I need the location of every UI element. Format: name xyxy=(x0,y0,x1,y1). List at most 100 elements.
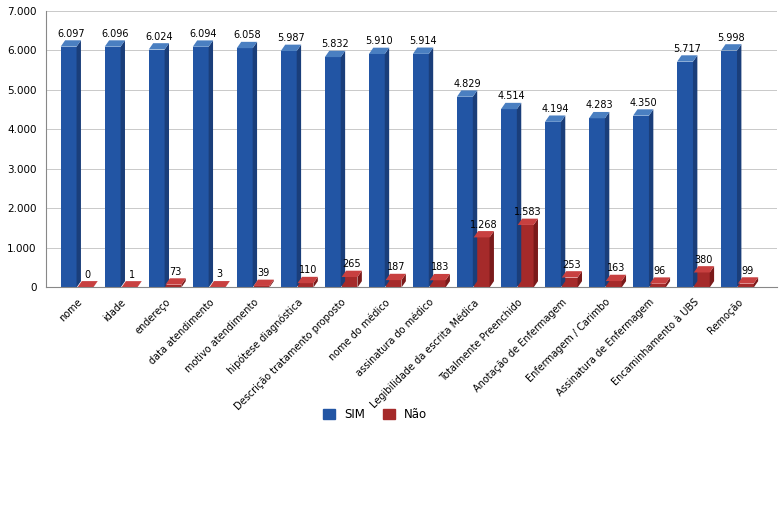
Text: 1: 1 xyxy=(129,269,135,279)
Polygon shape xyxy=(694,266,714,272)
Polygon shape xyxy=(517,218,538,225)
Polygon shape xyxy=(281,45,301,51)
Polygon shape xyxy=(314,277,318,288)
Text: 96: 96 xyxy=(654,266,666,276)
Polygon shape xyxy=(149,49,165,288)
Text: 5.910: 5.910 xyxy=(365,36,393,46)
Polygon shape xyxy=(341,51,345,288)
Text: 4.829: 4.829 xyxy=(453,79,481,89)
Text: 4.350: 4.350 xyxy=(630,98,657,108)
Polygon shape xyxy=(650,284,666,288)
Text: 380: 380 xyxy=(695,255,713,265)
Polygon shape xyxy=(401,274,406,288)
Polygon shape xyxy=(165,43,169,288)
Polygon shape xyxy=(606,275,626,281)
Polygon shape xyxy=(430,274,450,280)
Polygon shape xyxy=(121,40,125,288)
Text: 6.094: 6.094 xyxy=(189,29,216,39)
Polygon shape xyxy=(677,61,693,288)
Text: 183: 183 xyxy=(430,262,449,272)
Polygon shape xyxy=(545,122,561,288)
Polygon shape xyxy=(649,109,653,288)
Polygon shape xyxy=(93,281,98,288)
Text: 39: 39 xyxy=(258,268,270,278)
Text: 253: 253 xyxy=(563,259,581,270)
Polygon shape xyxy=(517,103,521,288)
Polygon shape xyxy=(562,271,582,278)
Polygon shape xyxy=(137,281,142,288)
Polygon shape xyxy=(589,118,605,288)
Polygon shape xyxy=(253,280,274,286)
Polygon shape xyxy=(430,280,445,288)
Text: 4.194: 4.194 xyxy=(542,104,569,114)
Polygon shape xyxy=(298,283,314,288)
Polygon shape xyxy=(209,40,213,288)
Legend: SIM, Não: SIM, Não xyxy=(318,403,432,425)
Polygon shape xyxy=(606,281,622,288)
Polygon shape xyxy=(578,271,582,288)
Polygon shape xyxy=(77,40,81,288)
Polygon shape xyxy=(298,277,318,283)
Polygon shape xyxy=(413,48,434,54)
Polygon shape xyxy=(693,55,697,288)
Text: 110: 110 xyxy=(299,265,317,275)
Polygon shape xyxy=(633,109,653,116)
Polygon shape xyxy=(622,275,626,288)
Polygon shape xyxy=(753,277,758,288)
Text: 265: 265 xyxy=(343,259,361,269)
Polygon shape xyxy=(386,280,401,288)
Polygon shape xyxy=(358,271,362,288)
Polygon shape xyxy=(738,284,753,288)
Polygon shape xyxy=(193,40,213,47)
Polygon shape xyxy=(474,237,489,288)
Polygon shape xyxy=(78,281,98,287)
Polygon shape xyxy=(253,286,270,288)
Polygon shape xyxy=(473,90,477,288)
Polygon shape xyxy=(105,47,121,288)
Text: 0: 0 xyxy=(85,270,91,280)
Polygon shape xyxy=(325,51,345,57)
Polygon shape xyxy=(721,50,737,288)
Text: 187: 187 xyxy=(387,262,405,272)
Polygon shape xyxy=(457,90,477,97)
Polygon shape xyxy=(237,42,257,48)
Polygon shape xyxy=(501,109,517,288)
Polygon shape xyxy=(677,55,697,61)
Text: 99: 99 xyxy=(742,266,754,276)
Text: 4.514: 4.514 xyxy=(497,91,525,101)
Polygon shape xyxy=(474,231,494,237)
Polygon shape xyxy=(517,225,534,288)
Polygon shape xyxy=(325,57,341,288)
Polygon shape xyxy=(710,266,714,288)
Polygon shape xyxy=(369,54,385,288)
Polygon shape xyxy=(457,97,473,288)
Polygon shape xyxy=(562,278,578,288)
Polygon shape xyxy=(738,277,758,284)
Polygon shape xyxy=(281,51,296,288)
Polygon shape xyxy=(237,48,252,288)
Polygon shape xyxy=(193,47,209,288)
Polygon shape xyxy=(650,277,670,284)
Polygon shape xyxy=(445,274,450,288)
Polygon shape xyxy=(165,285,181,288)
Polygon shape xyxy=(60,40,81,47)
Text: 5.717: 5.717 xyxy=(673,44,701,54)
Text: 4.283: 4.283 xyxy=(586,100,613,110)
Text: 73: 73 xyxy=(169,267,182,277)
Polygon shape xyxy=(209,281,230,287)
Polygon shape xyxy=(342,271,362,277)
Text: 5.998: 5.998 xyxy=(717,33,745,43)
Polygon shape xyxy=(105,40,125,47)
Text: 5.987: 5.987 xyxy=(277,33,305,43)
Polygon shape xyxy=(737,44,742,288)
Polygon shape xyxy=(429,48,434,288)
Text: 1.268: 1.268 xyxy=(470,219,498,229)
Polygon shape xyxy=(270,280,274,288)
Text: 6.096: 6.096 xyxy=(101,29,129,39)
Polygon shape xyxy=(545,116,565,122)
Text: 5.832: 5.832 xyxy=(321,39,349,49)
Polygon shape xyxy=(561,116,565,288)
Polygon shape xyxy=(501,103,521,109)
Polygon shape xyxy=(413,54,429,288)
Text: 163: 163 xyxy=(607,263,625,273)
